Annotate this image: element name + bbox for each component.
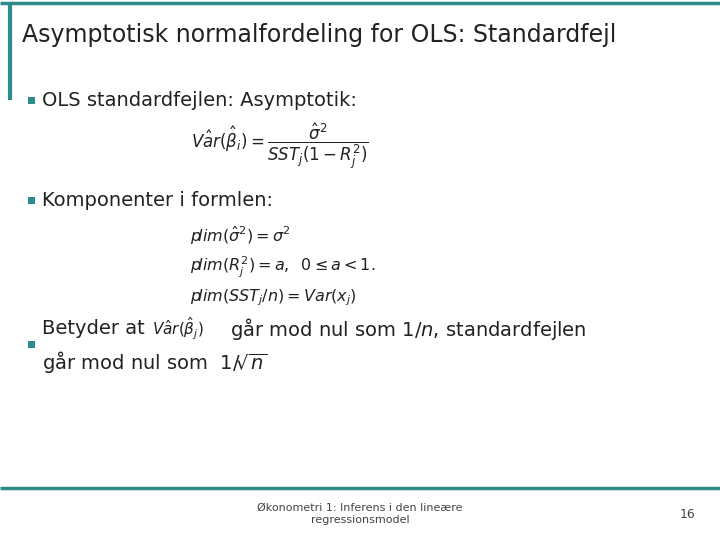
Text: går mod nul som 1/$n$, standardfejlen: går mod nul som 1/$n$, standardfejlen xyxy=(230,316,587,342)
Text: går mod nul som  $1/\!\sqrt{n}$: går mod nul som $1/\!\sqrt{n}$ xyxy=(42,349,267,375)
Bar xyxy=(28,197,35,204)
Bar xyxy=(28,97,35,104)
Text: 16: 16 xyxy=(679,508,695,521)
Text: Asymptotisk normalfordeling for OLS: Standardfejl: Asymptotisk normalfordeling for OLS: Sta… xyxy=(22,23,616,47)
Text: $\mathit{V\hat{a}r}(\hat{\beta}_i) = \dfrac{\hat{\sigma}^2}{\mathit{SST}_j(1-R_j: $\mathit{V\hat{a}r}(\hat{\beta}_i) = \df… xyxy=(191,122,369,172)
Text: $p\!\mathit{lim}(R_j^2) = a, \;\; 0 \leq a < 1.$: $p\!\mathit{lim}(R_j^2) = a, \;\; 0 \leq… xyxy=(190,254,376,280)
Text: Betyder at: Betyder at xyxy=(42,320,151,339)
Bar xyxy=(28,341,35,348)
Text: $\mathit{V\hat{a}r}(\hat{\beta}_j)$: $\mathit{V\hat{a}r}(\hat{\beta}_j)$ xyxy=(152,316,204,342)
Text: $p\!\mathit{lim}(\hat{\sigma}^2) = \sigma^2$: $p\!\mathit{lim}(\hat{\sigma}^2) = \sigm… xyxy=(190,225,291,247)
Text: Økonometri 1: Inferens i den lineære
regressionsmodel: Økonometri 1: Inferens i den lineære reg… xyxy=(257,503,463,525)
Text: $p\!\mathit{lim}(\mathit{SST}_j/n) = \mathit{Var}(x_j)$: $p\!\mathit{lim}(\mathit{SST}_j/n) = \ma… xyxy=(190,288,357,308)
Text: OLS standardfejlen: Asymptotik:: OLS standardfejlen: Asymptotik: xyxy=(42,91,357,110)
Text: Komponenter i formlen:: Komponenter i formlen: xyxy=(42,191,273,210)
